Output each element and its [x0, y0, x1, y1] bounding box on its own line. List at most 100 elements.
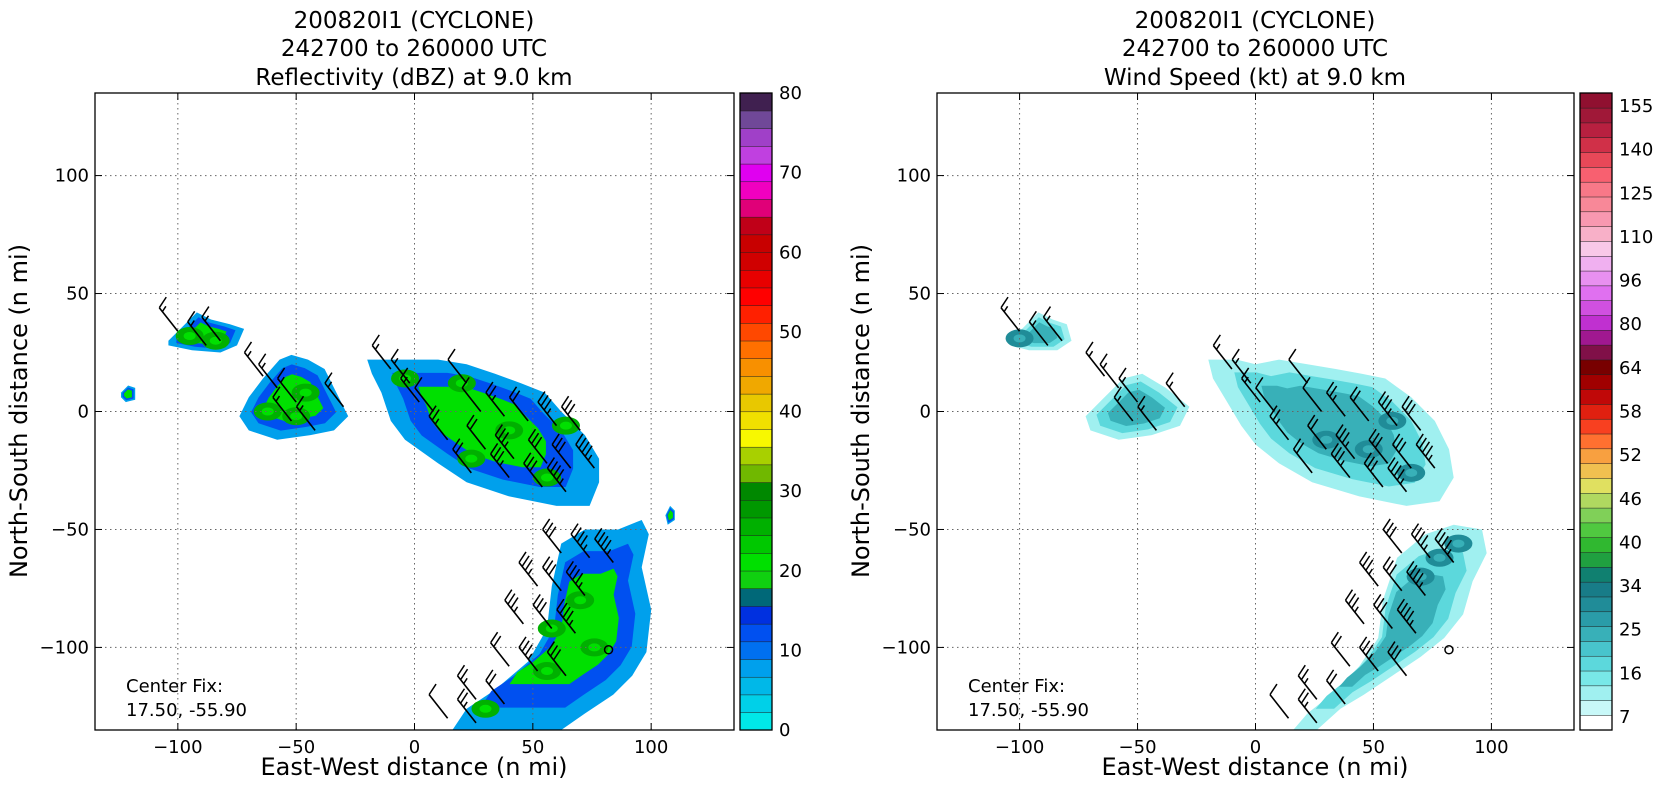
panel-title-line-2: 242700 to 260000 UTC: [281, 36, 547, 62]
echo-core-center: [559, 421, 572, 430]
wind-barb: [490, 631, 510, 667]
wind-barb: [1325, 381, 1346, 417]
grid-lines: [937, 93, 1574, 730]
echo-core-center: [1362, 445, 1375, 454]
wind-barb: [1406, 560, 1426, 597]
colorbar-tick-label: 50: [779, 322, 802, 343]
wind-barb: [1382, 518, 1403, 554]
center-fix-label: Center Fix:: [126, 676, 223, 697]
wind-layer: [1005, 312, 1487, 730]
y-tick-label: 100: [897, 166, 931, 187]
wind-barb: [570, 523, 591, 559]
colorbar-bin: [739, 712, 773, 731]
colorbar-bin: [739, 252, 773, 271]
wind-barb: [1377, 391, 1398, 427]
wind-barb: [1241, 367, 1261, 403]
colorbar-bin: [739, 499, 773, 519]
colorbar-bin: [1579, 374, 1613, 390]
colorbar-bin: [1579, 211, 1613, 227]
axis-ticks: −100 −50 0 50 100 −100 −50 0 50 100: [40, 93, 734, 758]
colorbar-bin: [739, 482, 773, 501]
wind-barb: [494, 424, 515, 460]
colorbar-bin: [739, 322, 773, 342]
colorbar-tick-label: 64: [1619, 358, 1642, 379]
colorbar-bin: [1579, 655, 1613, 672]
wind-barb: [532, 593, 553, 630]
colorbar-bin: [739, 305, 773, 324]
center-fix-marker: [1444, 645, 1454, 655]
reflectivity-panel: 200820I1 (CYCLONE) 242700 to 260000 UTC …: [5, 8, 802, 781]
wind-barb: [1330, 631, 1351, 667]
center-fix-marker: [603, 645, 614, 655]
colorbar-bin: [739, 570, 773, 589]
wind-barb: [243, 341, 264, 377]
colorbar-bin: [1579, 152, 1613, 168]
wind-barb: [1212, 334, 1233, 370]
colorbar-bin: [1579, 626, 1613, 642]
wind-barb: [1085, 341, 1106, 377]
wind-barb: [1373, 593, 1393, 630]
y-tick-label: 0: [78, 402, 89, 423]
x-axis-label: East-West distance (n mi): [260, 753, 567, 781]
colorbar-bin: [1579, 700, 1613, 716]
wind-barb: [485, 381, 506, 417]
colorbar-bin: [1579, 122, 1613, 138]
wind-barb: [1042, 306, 1063, 342]
colorbar-bin: [739, 163, 773, 183]
colorbar-tick-label: 7: [1619, 707, 1630, 728]
y-tick-label: 50: [66, 284, 89, 305]
colorbar-bin: [739, 216, 773, 236]
center-fix-value: 17.50, -55.90: [126, 700, 247, 721]
colorbar-tick-label: 70: [779, 163, 802, 184]
panel-title-line-3: Reflectivity (dBZ) at 9.0 km: [255, 65, 572, 91]
colorbar-bin: [1579, 418, 1613, 435]
colorbar-tick-label: 40: [1619, 532, 1642, 553]
panel-title-line-2: 242700 to 260000 UTC: [1122, 36, 1388, 62]
wind-barb: [428, 405, 449, 441]
wind-barb: [1118, 367, 1139, 403]
wind-barb: [1099, 353, 1120, 389]
echo-core-center: [261, 407, 274, 416]
colorbar-bin: [1579, 433, 1613, 450]
wind-barb: [1359, 636, 1379, 672]
colorbar-bin: [739, 535, 773, 554]
wind-barb: [1269, 405, 1290, 441]
colorbar-bin: [739, 198, 773, 218]
echo-core-center: [1320, 435, 1333, 444]
wind-barb: [575, 433, 595, 469]
wind-barb: [518, 551, 539, 587]
wind-barb: [523, 452, 543, 488]
colorbar-bin: [739, 375, 773, 395]
colorbar-bin: [1579, 448, 1613, 464]
x-tick-label: −50: [1119, 737, 1157, 758]
colorbar-bin: [1579, 537, 1613, 553]
colorbar-bin: [739, 145, 773, 165]
x-axis-label: East-West distance (n mi): [1101, 753, 1408, 781]
wind-barb: [537, 391, 558, 427]
colorbar-bin: [1579, 507, 1613, 524]
colorbar-tick-label: 16: [1619, 663, 1642, 684]
wind-barb: [1410, 523, 1431, 559]
colorbar-tick-label: 30: [779, 481, 802, 502]
colorbar-bin: [739, 269, 773, 289]
colorbar-tick-label: 25: [1619, 620, 1642, 641]
colorbar-tick-label: 58: [1619, 402, 1642, 423]
colorbar-tick-label: 80: [779, 83, 802, 104]
colorbar-bin: [1579, 196, 1613, 213]
wind-barb: [324, 372, 345, 408]
wind-barb: [158, 296, 179, 332]
colorbar-bin: [1579, 640, 1613, 657]
wind-barb: [546, 457, 567, 493]
colorbar-tick-label: 155: [1619, 96, 1653, 117]
echo-core-center: [1433, 553, 1446, 562]
colorbar-bin: [1579, 522, 1613, 538]
colorbar-bin: [1579, 226, 1613, 242]
colorbar-bin: [739, 358, 773, 377]
y-tick-label: −50: [51, 519, 89, 540]
colorbar-bin: [1579, 581, 1613, 598]
echo-core-center: [479, 704, 492, 713]
wind-barb: [1307, 414, 1327, 450]
wind-barb: [542, 556, 562, 592]
echo-layer: [121, 312, 675, 730]
